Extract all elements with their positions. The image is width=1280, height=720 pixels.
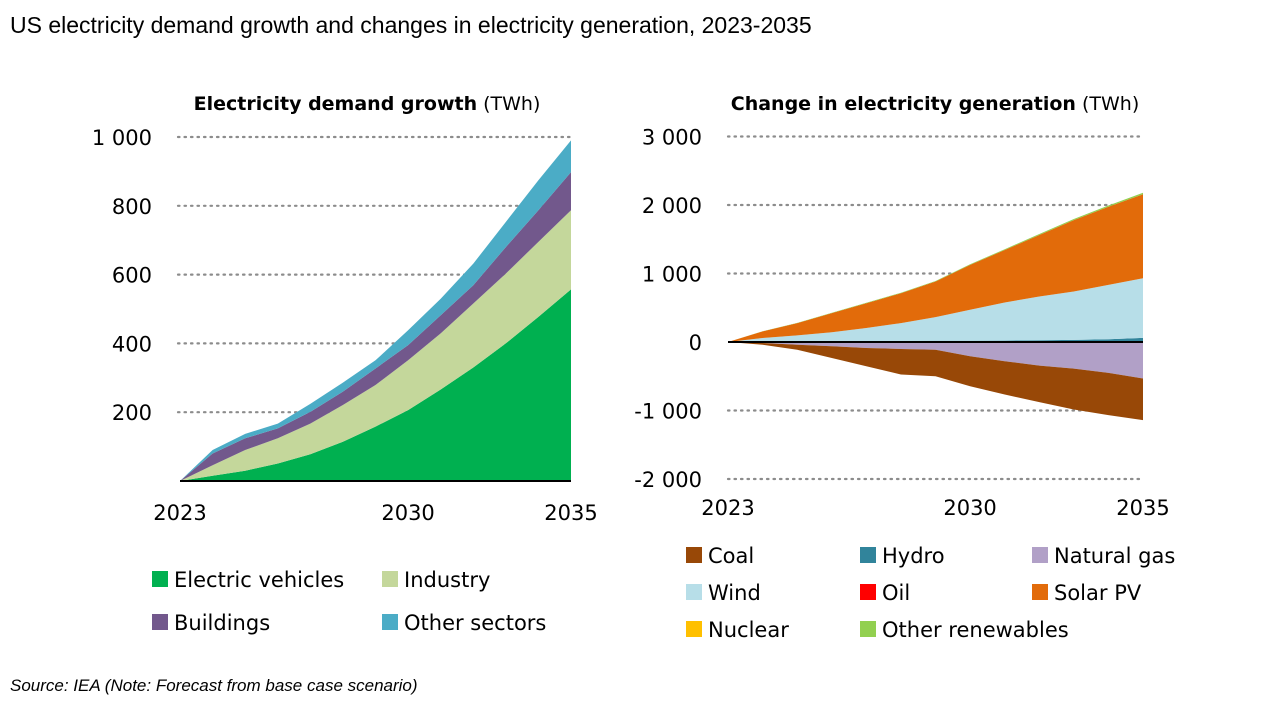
area-coal: [728, 342, 1143, 421]
area-solar-pv: [728, 194, 1143, 342]
legend-label: Buildings: [174, 611, 270, 635]
demand-chart-title-bold: Electricity demand growth: [194, 93, 478, 115]
legend-swatch: [152, 614, 168, 630]
legend-swatch: [686, 621, 702, 637]
area-electric-vehicles: [180, 289, 571, 481]
x-tick-label: 2035: [1116, 496, 1169, 520]
area-industry: [180, 210, 571, 482]
legend-label: Other sectors: [404, 611, 546, 635]
legend-swatch: [1032, 547, 1048, 563]
y-tick-label: 1 000: [642, 263, 702, 287]
legend-swatch: [686, 547, 702, 563]
legend-item-electric-vehicles: Electric vehicles: [152, 568, 344, 592]
area-other-sectors: [180, 140, 571, 481]
legend-item-hydro: Hydro: [860, 544, 945, 568]
x-tick-label: 2023: [701, 496, 754, 520]
area-hydro: [728, 337, 1143, 342]
legend-item-coal: Coal: [686, 544, 754, 568]
legend-swatch: [860, 547, 876, 563]
demand-chart-title-unit: (TWh): [483, 93, 540, 115]
legend-label: Industry: [404, 568, 490, 592]
legend-swatch: [686, 584, 702, 600]
legend-item-other-sectors: Other sectors: [382, 611, 546, 635]
x-tick-label: 2030: [381, 501, 434, 525]
legend-label: Nuclear: [708, 618, 789, 642]
generation-change-chart: Change in electricity generation (TWh) -2…: [634, 93, 1175, 642]
legend-item-wind: Wind: [686, 581, 761, 605]
y-tick-label: -2 000: [634, 468, 702, 492]
legend-label: Oil: [882, 581, 910, 605]
legend-label: Solar PV: [1054, 581, 1142, 605]
legend-label: Coal: [708, 544, 754, 568]
legend-label: Wind: [708, 581, 761, 605]
y-tick-label: 3 000: [642, 126, 702, 150]
x-tick-label: 2023: [153, 501, 206, 525]
y-tick-label: 200: [112, 401, 152, 425]
legend-swatch: [860, 584, 876, 600]
y-tick-label: -1 000: [634, 400, 702, 424]
generation-chart-title: Change in electricity generation (TWh): [731, 93, 1139, 115]
legend-item-industry: Industry: [382, 568, 490, 592]
area-natural-gas: [728, 342, 1143, 379]
legend-swatch: [860, 621, 876, 637]
legend-label: Other renewables: [882, 618, 1069, 642]
legend-item-buildings: Buildings: [152, 611, 270, 635]
legend-swatch: [382, 614, 398, 630]
y-tick-label: 1 000: [92, 126, 152, 150]
y-tick-label: 0: [689, 331, 702, 355]
legend-swatch: [1032, 584, 1048, 600]
source-note: Source: IEA (Note: Forecast from base ca…: [10, 676, 418, 695]
legend-item-solar-pv: Solar PV: [1032, 581, 1142, 605]
demand-chart-title: Electricity demand growth (TWh): [194, 93, 541, 115]
y-tick-label: 800: [112, 195, 152, 219]
y-tick-label: 2 000: [642, 194, 702, 218]
x-tick-label: 2030: [943, 496, 996, 520]
legend-item-oil: Oil: [860, 581, 910, 605]
y-tick-label: 600: [112, 264, 152, 288]
demand-growth-chart: Electricity demand growth (TWh) 200 400 600…: [92, 93, 598, 635]
legend-swatch: [382, 571, 398, 587]
x-tick-label: 2035: [544, 501, 597, 525]
figure-title: US electricity demand growth and changes…: [10, 12, 812, 38]
legend-item-other-renewables: Other renewables: [860, 618, 1069, 642]
legend-swatch: [152, 571, 168, 587]
y-tick-label: 400: [112, 332, 152, 356]
legend-item-natural-gas: Natural gas: [1032, 544, 1175, 568]
generation-chart-title-bold: Change in electricity generation: [731, 93, 1076, 115]
legend-item-nuclear: Nuclear: [686, 618, 789, 642]
legend-label: Natural gas: [1054, 544, 1175, 568]
legend-label: Electric vehicles: [174, 568, 344, 592]
generation-chart-title-unit: (TWh): [1082, 93, 1139, 115]
area-wind: [728, 278, 1143, 342]
legend-label: Hydro: [882, 544, 945, 568]
